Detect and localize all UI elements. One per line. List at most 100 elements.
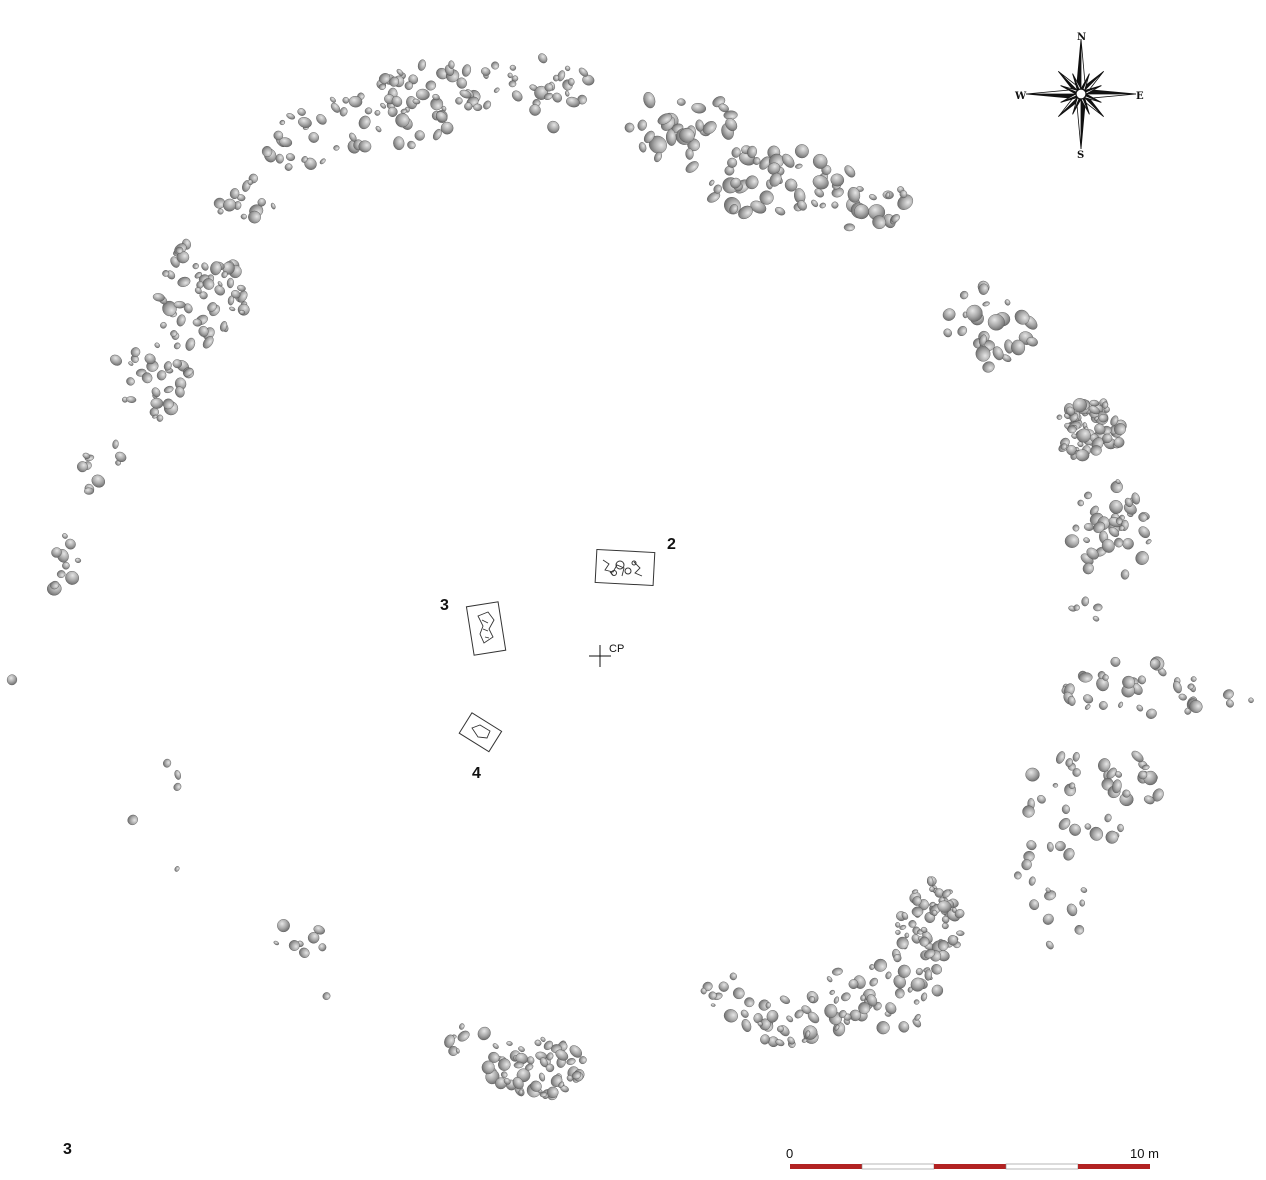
stone: [538, 1072, 546, 1082]
stone: [805, 1030, 811, 1038]
stone: [685, 148, 694, 160]
stone: [1056, 751, 1066, 764]
stone: [330, 102, 341, 113]
stone: [339, 107, 348, 117]
stone: [914, 1013, 921, 1021]
stone: [217, 281, 223, 287]
stone: [396, 68, 404, 76]
stone: [82, 452, 91, 459]
stone: [843, 223, 855, 232]
stone: [141, 372, 153, 384]
stone: [1011, 339, 1026, 356]
stone: [982, 361, 995, 373]
stone: [441, 105, 447, 112]
stone: [1122, 789, 1131, 798]
stone: [992, 346, 1004, 361]
stone: [1045, 940, 1054, 950]
stone: [512, 1077, 524, 1090]
stone: [1089, 826, 1103, 841]
stone: [752, 157, 761, 165]
stone: [744, 997, 755, 1008]
stone: [975, 346, 991, 362]
stone: [891, 214, 900, 223]
stone: [899, 924, 907, 930]
stone: [841, 992, 851, 1002]
stone-ring: [6, 53, 1254, 1101]
stone: [185, 337, 196, 351]
stone: [978, 283, 989, 295]
stone: [481, 67, 491, 76]
stone: [529, 104, 541, 116]
stone: [941, 915, 950, 924]
stone: [750, 200, 767, 214]
stone: [380, 102, 387, 109]
stone: [741, 1018, 752, 1033]
stone: [1084, 823, 1092, 830]
stone: [172, 359, 182, 369]
stone: [448, 60, 455, 69]
stone: [794, 1009, 804, 1019]
stone: [349, 132, 357, 142]
stone: [163, 758, 172, 768]
stone: [247, 179, 254, 186]
stone: [275, 153, 284, 164]
stone: [1110, 656, 1121, 667]
stone: [175, 386, 185, 398]
stone: [1094, 423, 1106, 435]
stone: [1098, 701, 1108, 710]
stone: [358, 115, 371, 130]
compass-south-label: S: [1077, 150, 1084, 161]
stone: [538, 53, 548, 64]
stone: [126, 396, 137, 403]
stone: [364, 107, 373, 115]
stone: [893, 975, 906, 989]
stone: [1089, 399, 1100, 407]
stone: [378, 83, 386, 90]
stone: [757, 1021, 763, 1027]
stone: [987, 314, 1005, 331]
stone: [847, 186, 861, 203]
stone: [901, 912, 909, 920]
compass-west-label: W: [1014, 91, 1027, 102]
stone: [897, 194, 914, 210]
stone: [1141, 764, 1150, 771]
stone: [261, 146, 273, 157]
stone: [1065, 758, 1073, 767]
stone: [301, 156, 308, 163]
stone: [1113, 437, 1125, 448]
stone: [226, 277, 234, 289]
feature-2: [594, 548, 656, 587]
stone: [1073, 604, 1080, 611]
stone: [477, 1026, 491, 1041]
stone: [929, 901, 936, 907]
stone: [567, 78, 575, 86]
stone: [1063, 413, 1071, 420]
compass-rose-icon: [1025, 38, 1137, 150]
stone: [710, 1003, 716, 1007]
figure-number: 3: [63, 1141, 72, 1158]
stone: [400, 108, 408, 114]
stone: [1088, 405, 1100, 415]
stone: [1131, 750, 1144, 763]
stone: [237, 303, 250, 316]
stone: [348, 95, 363, 108]
stone: [112, 439, 119, 449]
stone: [695, 119, 704, 132]
stone: [1146, 708, 1157, 719]
stone: [582, 74, 595, 86]
stone: [1028, 876, 1036, 886]
stone: [830, 173, 845, 187]
stone: [173, 782, 182, 791]
stone: [784, 178, 798, 192]
stone: [404, 81, 413, 90]
stone: [923, 949, 936, 959]
stone: [848, 979, 859, 989]
stone: [152, 293, 165, 302]
stone: [459, 1023, 465, 1030]
stone: [858, 1002, 871, 1015]
stone: [378, 73, 391, 84]
stone: [285, 153, 296, 161]
stone: [747, 145, 757, 158]
stone: [319, 158, 326, 165]
stone: [838, 1010, 847, 1018]
